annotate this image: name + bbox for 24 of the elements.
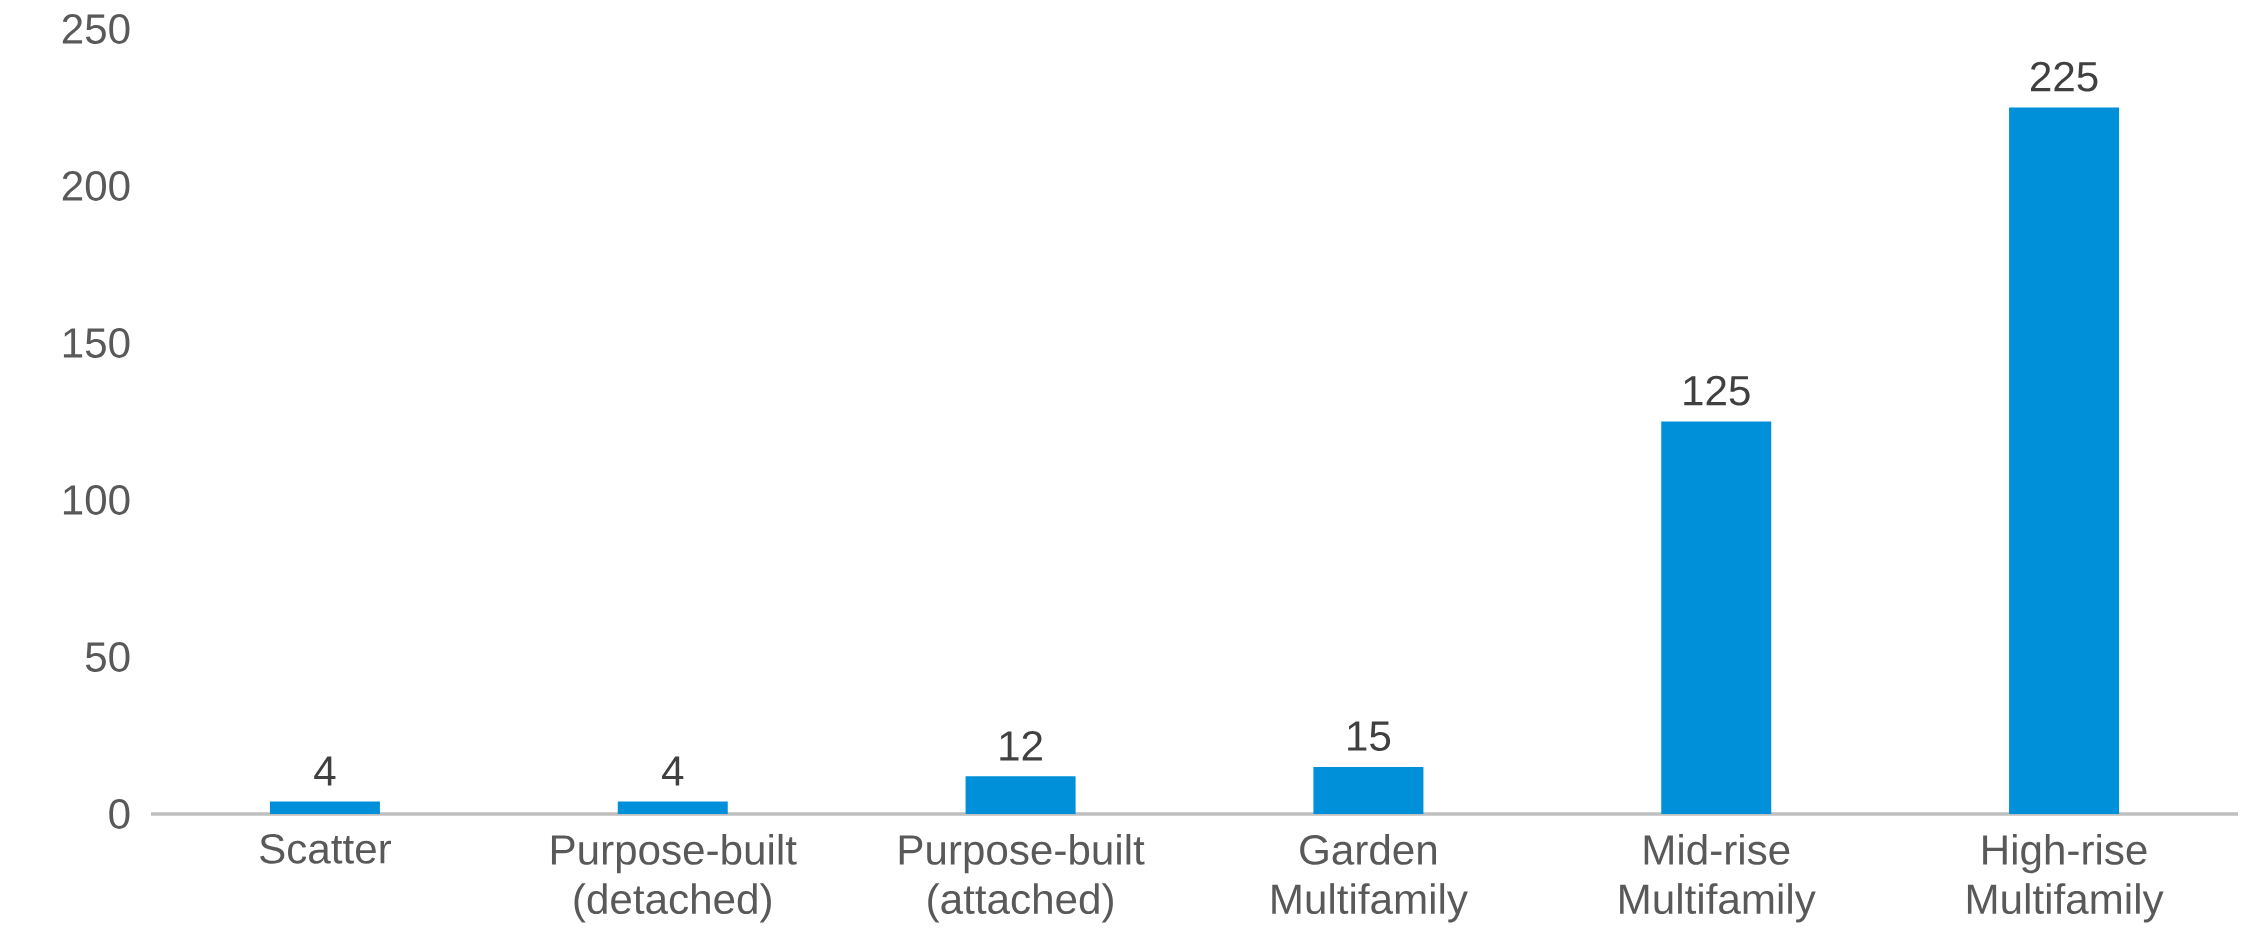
y-tick-label: 250 bbox=[62, 14, 130, 44]
data-label: 4 bbox=[314, 756, 336, 786]
x-tick-label: Mid-rise Multifamily bbox=[1620, 833, 1816, 923]
bar bbox=[1313, 766, 1424, 814]
x-tick-label: High-rise Multifamily bbox=[1967, 833, 2164, 923]
data-label: 4 bbox=[662, 756, 684, 786]
data-label: 225 bbox=[2030, 61, 2098, 92]
bar bbox=[617, 801, 728, 814]
x-tick-label: Garden Multifamily bbox=[1272, 833, 1468, 923]
y-tick-label: 0 bbox=[109, 799, 130, 829]
y-tick-label: 200 bbox=[62, 171, 130, 201]
bar bbox=[2009, 107, 2120, 814]
x-tick-label: Purpose-built (attached) bbox=[899, 833, 1145, 923]
y-tick-label: 100 bbox=[63, 485, 130, 515]
bar bbox=[269, 801, 380, 814]
y-tick-label: 150 bbox=[63, 328, 130, 358]
bar bbox=[1661, 421, 1772, 814]
x-tick-label: Purpose-built (detached) bbox=[551, 833, 797, 923]
bar bbox=[965, 776, 1076, 814]
x-tick-label: Scatter bbox=[260, 833, 392, 864]
data-label: 15 bbox=[1348, 721, 1391, 751]
data-label: 125 bbox=[1684, 375, 1750, 406]
y-tick-label: 50 bbox=[85, 642, 130, 672]
data-label: 12 bbox=[1000, 730, 1042, 761]
